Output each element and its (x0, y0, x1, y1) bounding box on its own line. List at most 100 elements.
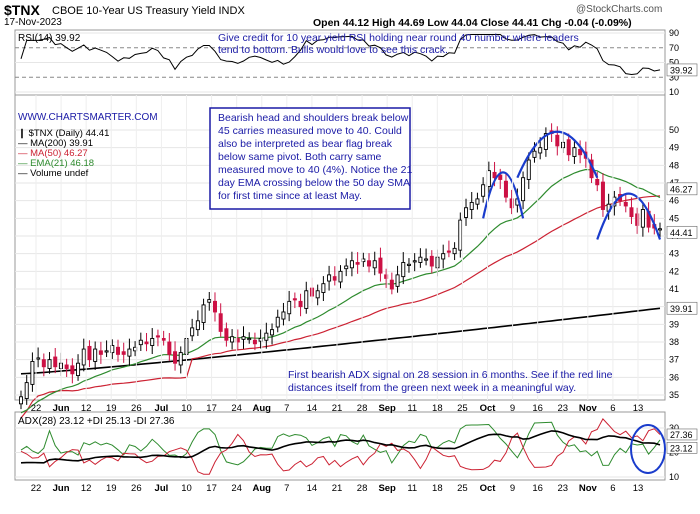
candle-body (635, 213, 640, 226)
annotation-line: day EMA crossing below the 50 day SMA (218, 177, 410, 189)
right-shoulder-arc (596, 192, 662, 240)
x-tick-label: 6 (610, 403, 615, 414)
price-tick-label: 35 (669, 390, 679, 400)
candle-body (212, 300, 217, 313)
candle-body (150, 338, 155, 346)
candle-body (600, 181, 605, 210)
candle-body (424, 258, 429, 261)
adx-label: ADX(28) 23.12 +DI 25.13 -DI 27.36 (18, 416, 175, 427)
candle-body (429, 255, 434, 267)
symbol: $TNX (4, 2, 40, 18)
x-tick-label: 14 (307, 403, 318, 414)
rsi-tick-label: 10 (669, 87, 679, 97)
x-tick-label-bottom: Jun (53, 483, 70, 494)
rsi-annotation-line2: tend to bottom. Bulls would love to see … (218, 44, 448, 56)
candle-body (230, 336, 235, 343)
x-tick-label: 24 (231, 403, 242, 414)
rsi-tick-label: 70 (669, 43, 679, 53)
ma50-line (20, 195, 661, 419)
bottom-note-line2: distances itself from the green next wee… (288, 382, 576, 394)
candle-body (292, 298, 297, 301)
candle-body (446, 250, 451, 253)
x-tick-label: 9 (510, 403, 515, 414)
minus-di-line (20, 418, 661, 475)
candle-body (144, 341, 149, 345)
candle-body (566, 139, 571, 156)
candle-body (81, 348, 86, 366)
x-tick-label-bottom: Sep (378, 483, 396, 494)
candle-body (30, 360, 35, 385)
price-tick-label: 38 (669, 337, 679, 347)
x-tick-label: 12 (81, 403, 92, 414)
candle-body (384, 274, 389, 279)
x-tick-label-bottom: 11 (407, 483, 417, 494)
candle-body (224, 328, 229, 341)
x-tick-label: 26 (131, 403, 142, 414)
rsi-value-tag: 39.92 (670, 65, 693, 75)
x-tick-label-bottom: 16 (532, 483, 543, 494)
candle-body (161, 338, 166, 341)
candle-body (543, 133, 548, 150)
rsi-line: 39.92 (20, 34, 698, 77)
x-tick-label: 17 (206, 403, 217, 414)
close-value-tag: 44.41 (670, 228, 693, 238)
candle-body (389, 279, 394, 290)
candle-body (640, 209, 645, 228)
minus-di-value-tag-box (666, 428, 698, 441)
candle-body (115, 346, 120, 355)
candle-body (441, 253, 446, 260)
x-tick-label-bottom: 23 (557, 483, 568, 494)
candle-body (173, 351, 178, 364)
x-tick-label: Jul (155, 403, 169, 414)
candle-body (623, 201, 628, 207)
candle-body (127, 348, 132, 357)
price-tick-label: 36 (669, 372, 679, 382)
candle-body (629, 207, 634, 218)
rsi-tick-label: 50 (669, 58, 679, 68)
bottom-note-line1: First bearish ADX signal on 28 session i… (288, 369, 613, 381)
x-tick-label: 18 (432, 403, 443, 414)
candle-body (47, 359, 52, 369)
adx-tick-label: 10 (669, 472, 679, 482)
adx-grid: 102030 (15, 423, 679, 482)
price-tick-label: 50 (669, 125, 679, 135)
candle-body (452, 247, 457, 255)
price-panel-frame (14, 94, 666, 401)
x-tick-label-bottom: 6 (610, 483, 615, 494)
legend-entry: ❙ $TNX (Daily) 44.41 (18, 128, 109, 139)
rsi-label: RSI(14) 39.92 (18, 33, 81, 44)
ma200-value-tag: 39.91 (670, 304, 693, 314)
candle-body (367, 260, 372, 267)
candle-body (241, 336, 246, 340)
x-tick-label: Sep (378, 403, 396, 414)
minus-di-value-tag: 27.36 (670, 430, 693, 440)
candle-body (481, 184, 486, 197)
x-tick-label-bottom: 18 (432, 483, 443, 494)
candle-body (275, 316, 280, 328)
x-tick-label: 10 (181, 403, 192, 414)
watermark: @StockCharts.com (576, 4, 663, 15)
candle-body (395, 274, 400, 287)
candle-body (338, 270, 343, 283)
candle-body (401, 262, 406, 278)
x-tick-label: Nov (579, 403, 598, 414)
x-tick-label-bottom: Nov (579, 483, 598, 494)
x-tick-label: 22 (31, 403, 42, 414)
x-tick-label: 23 (557, 403, 568, 414)
chart-date: 17-Nov-2023 (4, 17, 62, 28)
candle-body (355, 262, 360, 265)
ohlc-readout: Open 44.12 High 44.69 Low 44.04 Close 44… (313, 17, 632, 29)
adx-lines: 27.36 23.12 (20, 418, 698, 475)
x-tick-label-bottom: 26 (131, 483, 142, 494)
candle-body (138, 339, 143, 346)
annotation-line: for first time since at least May. (218, 190, 362, 202)
price-tick-label: 42 (669, 266, 679, 276)
x-tick-label-bottom: Jul (155, 483, 169, 494)
annotation-box (209, 107, 411, 210)
candle-body (252, 339, 257, 345)
legend-entry: — MA(50) 46.27 (18, 148, 88, 159)
rsi-tick-label: 30 (669, 72, 679, 82)
x-tick-label-bottom: 7 (284, 483, 289, 494)
x-tick-label: Aug (253, 403, 272, 414)
